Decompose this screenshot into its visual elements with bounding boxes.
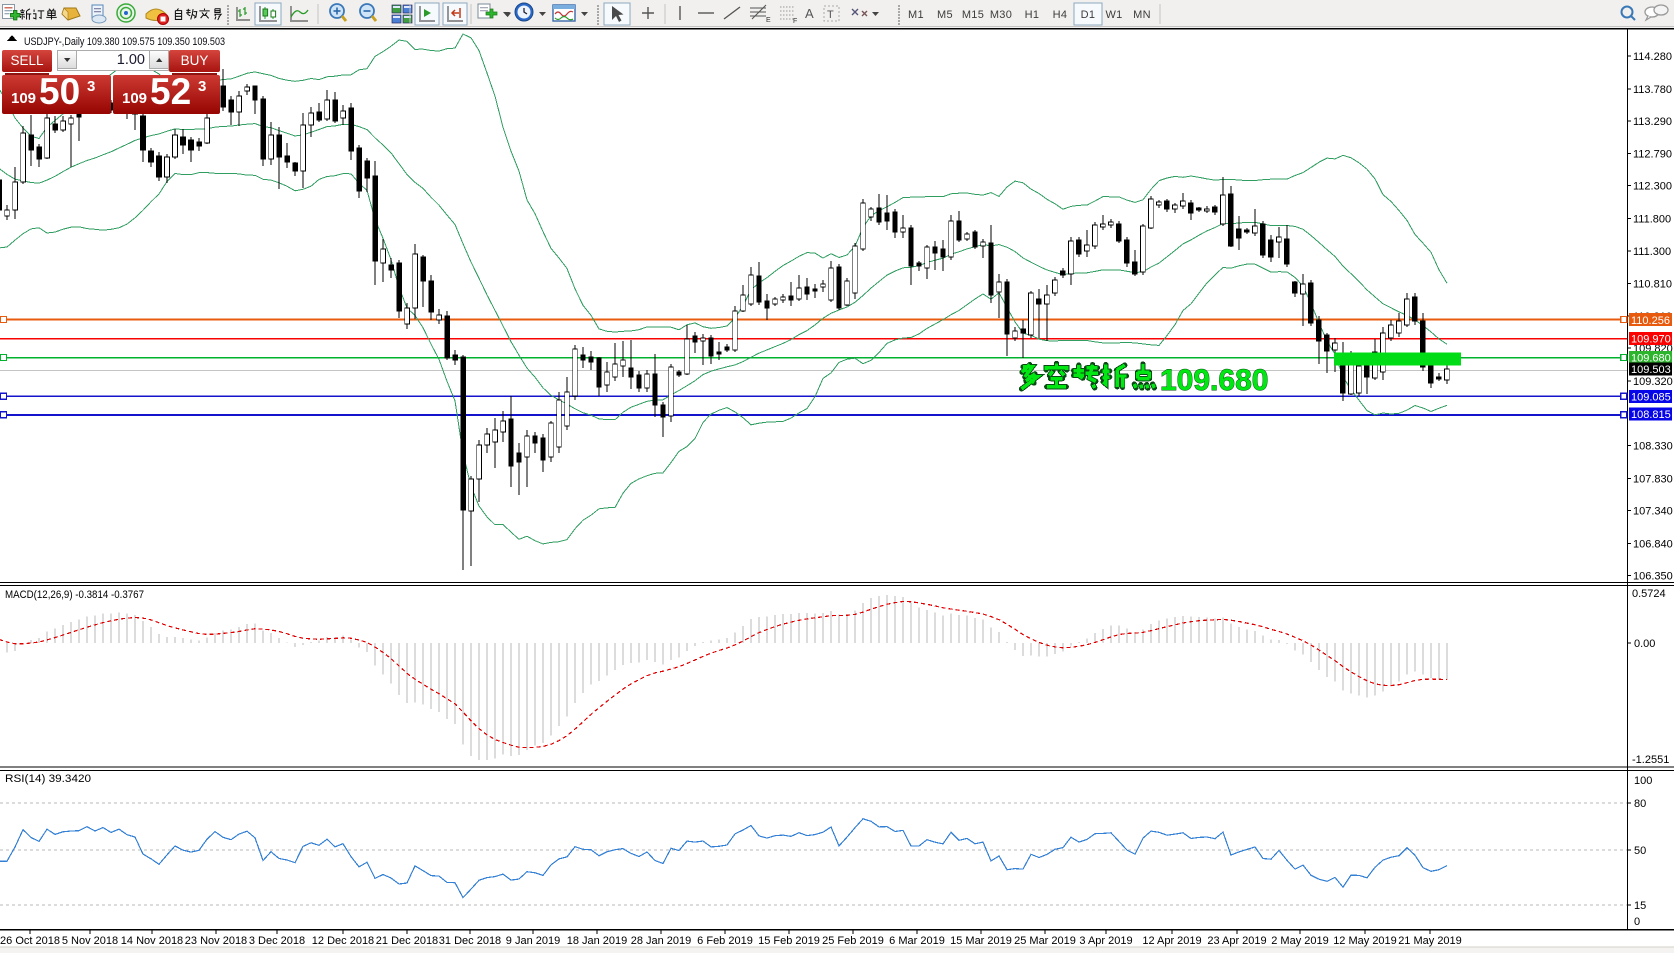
svg-text:18 Jan 2019: 18 Jan 2019 xyxy=(567,935,628,947)
svg-text:0.5724: 0.5724 xyxy=(1632,588,1666,600)
svg-text:0.00: 0.00 xyxy=(1634,638,1655,650)
svg-text:T: T xyxy=(827,9,834,21)
svg-text:109.970: 109.970 xyxy=(1631,334,1671,346)
svg-text:107.830: 107.830 xyxy=(1633,474,1673,486)
svg-text:109.680: 109.680 xyxy=(1160,364,1268,397)
svg-text:5 Nov 2018: 5 Nov 2018 xyxy=(62,935,118,947)
svg-text:6 Feb 2019: 6 Feb 2019 xyxy=(697,935,753,947)
svg-text:H4: H4 xyxy=(1053,9,1068,21)
svg-text:M30: M30 xyxy=(990,9,1012,21)
svg-text:109.320: 109.320 xyxy=(1633,376,1673,388)
svg-text:2 May 2019: 2 May 2019 xyxy=(1271,935,1328,947)
svg-text:D1: D1 xyxy=(1081,9,1096,21)
svg-text:50: 50 xyxy=(1634,845,1646,857)
svg-text:3 Apr 2019: 3 Apr 2019 xyxy=(1079,935,1132,947)
svg-text:15 Feb 2019: 15 Feb 2019 xyxy=(758,935,820,947)
svg-text:113.290: 113.290 xyxy=(1633,116,1672,128)
svg-text:E: E xyxy=(766,17,771,24)
svg-text:26 Oct 2018: 26 Oct 2018 xyxy=(0,935,60,947)
svg-text:25 Mar 2019: 25 Mar 2019 xyxy=(1014,935,1076,947)
svg-text:9 Jan 2019: 9 Jan 2019 xyxy=(506,935,560,947)
svg-text:112.300: 112.300 xyxy=(1633,181,1672,193)
svg-text:109.503: 109.503 xyxy=(1631,364,1671,376)
svg-text:109.680: 109.680 xyxy=(1631,353,1671,365)
svg-text:111.800: 111.800 xyxy=(1633,213,1671,225)
svg-text:25 Feb 2019: 25 Feb 2019 xyxy=(822,935,884,947)
svg-text:14 Nov 2018: 14 Nov 2018 xyxy=(121,935,183,947)
svg-text:M5: M5 xyxy=(937,9,953,21)
svg-text:A: A xyxy=(805,6,814,21)
svg-text:12 Dec 2018: 12 Dec 2018 xyxy=(312,935,374,947)
svg-text:106.840: 106.840 xyxy=(1633,538,1673,550)
svg-text:21 Dec 2018: 21 Dec 2018 xyxy=(376,935,438,947)
svg-text:12 May 2019: 12 May 2019 xyxy=(1333,935,1397,947)
svg-text:M15: M15 xyxy=(962,9,984,21)
svg-text:31 Dec 2018: 31 Dec 2018 xyxy=(439,935,501,947)
svg-text:113.780: 113.780 xyxy=(1633,84,1672,96)
svg-text:15: 15 xyxy=(1634,900,1646,912)
svg-text:21 May 2019: 21 May 2019 xyxy=(1398,935,1462,947)
svg-text:-1.2551: -1.2551 xyxy=(1632,754,1669,766)
svg-text:106.350: 106.350 xyxy=(1633,570,1673,582)
svg-text:USDJPY-,Daily 109.380 109.575: USDJPY-,Daily 109.380 109.575 109.350 10… xyxy=(24,36,225,48)
svg-text:111.300: 111.300 xyxy=(1633,246,1671,258)
svg-text:107.340: 107.340 xyxy=(1633,506,1673,518)
svg-text:15 Mar 2019: 15 Mar 2019 xyxy=(950,935,1012,947)
svg-text:H1: H1 xyxy=(1025,9,1040,21)
svg-text:6 Mar 2019: 6 Mar 2019 xyxy=(889,935,945,947)
svg-text:100: 100 xyxy=(1634,775,1652,787)
svg-text:109.085: 109.085 xyxy=(1631,392,1671,404)
svg-text:RSI(14) 39.3420: RSI(14) 39.3420 xyxy=(5,773,91,785)
svg-text:F: F xyxy=(793,18,797,25)
svg-text:23 Apr 2019: 23 Apr 2019 xyxy=(1207,935,1266,947)
svg-text:28 Jan 2019: 28 Jan 2019 xyxy=(631,935,692,947)
svg-text:114.280: 114.280 xyxy=(1633,51,1672,63)
svg-text:110.810: 110.810 xyxy=(1633,278,1672,290)
svg-text:112.790: 112.790 xyxy=(1633,149,1672,161)
svg-text:110.256: 110.256 xyxy=(1631,315,1670,327)
svg-text:MN: MN xyxy=(1133,9,1151,21)
svg-text:0: 0 xyxy=(1634,916,1640,928)
svg-text:108.330: 108.330 xyxy=(1633,441,1673,453)
svg-text:12 Apr 2019: 12 Apr 2019 xyxy=(1142,935,1201,947)
svg-text:108.815: 108.815 xyxy=(1631,409,1671,421)
svg-text:23 Nov 2018: 23 Nov 2018 xyxy=(185,935,247,947)
svg-text:3 Dec 2018: 3 Dec 2018 xyxy=(249,935,305,947)
svg-text:80: 80 xyxy=(1634,798,1646,810)
svg-text:M1: M1 xyxy=(908,9,924,21)
svg-text:MACD(12,26,9) -0.3814 -0.3767: MACD(12,26,9) -0.3814 -0.3767 xyxy=(5,589,144,601)
svg-text:W1: W1 xyxy=(1105,9,1122,21)
